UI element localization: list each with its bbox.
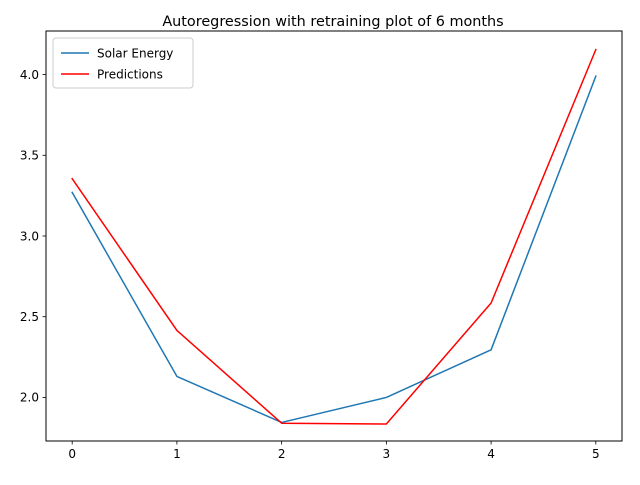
legend-label-predictions: Predictions (97, 68, 163, 82)
legend: Solar Energy Predictions (53, 38, 193, 88)
x-tick-label: 4 (487, 447, 495, 461)
y-tick-label: 3.0 (20, 229, 39, 243)
x-tick-label: 2 (278, 447, 286, 461)
y-tick-label: 3.5 (20, 149, 39, 163)
x-tick-label: 5 (592, 447, 600, 461)
x-tick-label: 3 (383, 447, 391, 461)
x-tick-label: 0 (68, 447, 76, 461)
y-tick-label: 2.5 (20, 310, 39, 324)
chart-title: Autoregression with retraining plot of 6… (162, 14, 503, 30)
y-tick-label: 2.0 (20, 391, 39, 405)
x-tick-label: 1 (173, 447, 181, 461)
y-tick-label: 4.0 (20, 68, 39, 82)
legend-label-solar-energy: Solar Energy (97, 47, 173, 61)
